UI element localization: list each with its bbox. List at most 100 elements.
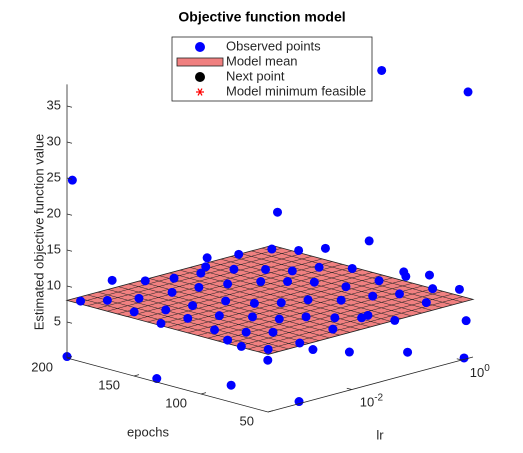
y-tick: [133, 374, 140, 377]
z-tick: [66, 105, 73, 108]
observed-point: [161, 305, 171, 315]
observed-point: [274, 314, 284, 324]
surface-mesh: [87, 250, 293, 307]
observed-point: [320, 243, 330, 253]
observed-point: [344, 347, 354, 357]
surface-mesh: [210, 261, 412, 317]
observed-point: [202, 253, 212, 263]
legend-label: Observed points: [226, 38, 321, 53]
observed-point: [140, 276, 150, 286]
observed-point: [261, 264, 271, 274]
observed-point: [428, 284, 438, 294]
legend-marker: [195, 72, 205, 82]
observed-point: [263, 355, 273, 365]
observed-point: [196, 268, 206, 278]
surface-mesh: [76, 247, 283, 304]
observed-point: [463, 87, 473, 97]
x-tick-label: 10-2: [360, 392, 384, 410]
y-tick: [267, 410, 274, 413]
z-tick: [66, 177, 73, 180]
observed-point: [368, 291, 378, 301]
observed-point: [249, 298, 259, 308]
observed-point: [364, 236, 374, 246]
surface-mesh: [189, 267, 392, 322]
observed-point: [454, 284, 464, 294]
y-axis-label: epochs: [127, 424, 169, 439]
legend-marker: [176, 57, 224, 67]
observed-point: [363, 310, 373, 320]
legend-marker: [195, 42, 205, 52]
observed-point: [226, 380, 236, 390]
y-tick-label: 100: [165, 395, 187, 410]
y-axis-line: [66, 357, 269, 413]
observed-point: [309, 277, 319, 287]
observed-point: [424, 270, 434, 280]
observed-point: [210, 325, 220, 335]
observed-point: [263, 344, 273, 354]
surface-mesh: [261, 247, 463, 303]
z-tick: [66, 249, 73, 252]
surface-layer: [65, 244, 475, 355]
observed-point: [347, 263, 357, 273]
observed-point: [377, 65, 387, 75]
observed-point: [241, 327, 251, 337]
z-tick: [66, 213, 73, 216]
observed-point: [107, 275, 117, 285]
y-tick-label: 150: [98, 377, 120, 392]
legend-marker: [197, 88, 203, 96]
z-tick-label: 15: [47, 241, 61, 256]
surface-mesh: [147, 266, 353, 323]
observed-point: [156, 318, 166, 328]
surface-mesh: [241, 253, 443, 308]
observed-point: [374, 276, 384, 286]
observed-point: [194, 282, 204, 292]
z-tick-label: 25: [47, 169, 61, 184]
observed-point: [399, 267, 409, 277]
observed-point: [276, 298, 286, 308]
observed-point: [268, 327, 278, 337]
surface-mesh: [157, 269, 363, 325]
observed-point: [294, 245, 304, 255]
observed-point: [273, 207, 283, 217]
observed-point: [330, 313, 340, 323]
observed-point: [336, 295, 346, 305]
points-layer: [62, 65, 473, 407]
legend-label: Model minimum feasible: [226, 83, 366, 98]
legend-box: [171, 36, 373, 102]
x-tick: [456, 358, 462, 361]
observed-point: [341, 282, 351, 292]
observed-point: [395, 289, 405, 299]
observed-point: [76, 296, 86, 306]
observed-point: [183, 313, 193, 323]
z-tick-label: 30: [47, 133, 61, 148]
observed-point: [390, 315, 400, 325]
x-tick: [346, 387, 352, 390]
surface-mesh: [127, 261, 333, 317]
observed-point: [102, 295, 112, 305]
observed-point: [403, 347, 413, 357]
observed-point: [459, 353, 469, 363]
observed-point: [169, 273, 179, 283]
chart-title: Objective function model: [178, 9, 345, 25]
z-tick: [66, 141, 73, 144]
observed-point: [328, 324, 338, 334]
observed-point: [214, 311, 224, 321]
surface-mesh: [97, 253, 303, 309]
observed-point: [234, 249, 244, 259]
x-axis-line: [267, 356, 474, 413]
surface-mesh: [251, 250, 453, 306]
observed-point: [295, 338, 305, 348]
z-tick-label: 10: [47, 277, 61, 292]
z-tick-label: 20: [47, 205, 61, 220]
observed-point: [287, 266, 297, 276]
observed-point: [167, 287, 177, 297]
observed-point: [267, 244, 277, 254]
observed-point: [256, 277, 266, 287]
observed-point: [229, 264, 239, 274]
y-tick: [200, 392, 207, 395]
axes-layer: 5 10 15 20 25 30 35 50 100 150 200 10-2 100: [31, 84, 490, 428]
z-axis-label: Estimated objective function value: [31, 134, 46, 331]
